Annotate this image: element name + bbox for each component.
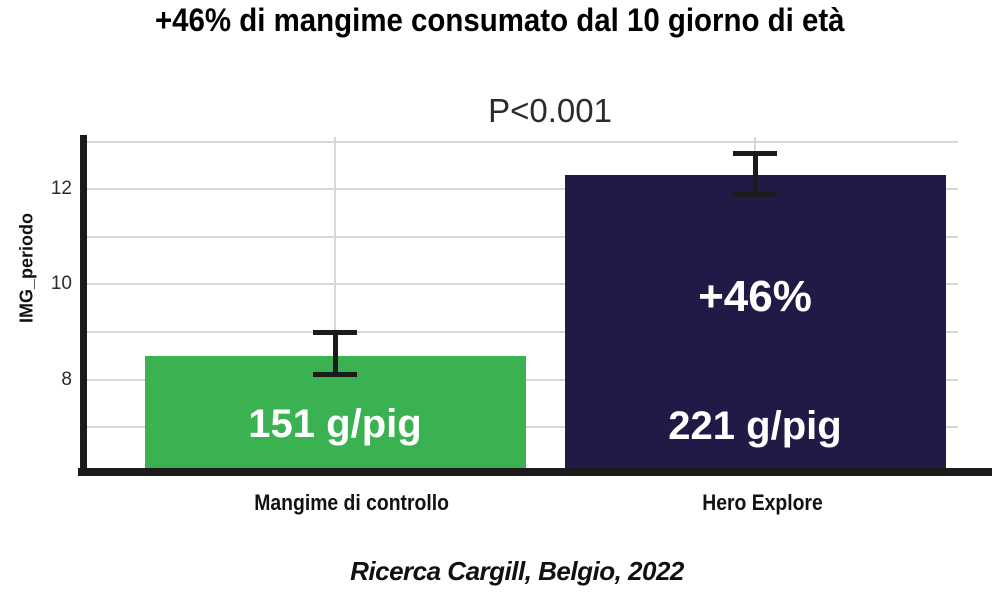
y-axis-label: IMG_periodo [16,212,37,324]
gridline-horizontal [87,235,958,238]
category-label: Hero Explore [701,490,823,515]
gridline-horizontal [87,331,958,334]
y-tick-label: 12 [50,178,72,200]
y-tick-label: 10 [50,273,72,295]
chart-title-text: +46% di mangime consumato dal 10 giorno … [155,2,845,38]
chart-title: +46% di mangime consumato dal 10 giorno … [0,0,1000,40]
y-axis-line [80,135,87,476]
error-bar-cap-top [313,329,357,335]
gridline-horizontal [87,188,958,191]
category-label: Mangime di controllo [254,490,450,515]
error-bar-stem [332,332,338,375]
bar-value-label: 151 g/pig [248,402,422,446]
bar [564,175,946,470]
error-bar-stem [752,153,758,195]
p-value-text: P<0.001 [488,92,612,129]
bar-value-label: 221 g/pig [668,404,842,448]
gridline-horizontal [87,283,958,286]
y-tick-label: 8 [61,368,72,390]
p-value-annotation: P<0.001 [450,93,650,129]
gridline-vertical [334,137,336,470]
gridline-horizontal [87,140,958,143]
error-bar-cap-bottom [733,191,777,197]
error-bar-cap-top [733,151,777,157]
x-axis-line [78,468,992,476]
bar-percent-label: +46% [698,272,812,321]
source-caption: Ricerca Cargill, Belgio, 2022 [350,556,684,586]
error-bar-cap-bottom [313,372,357,378]
